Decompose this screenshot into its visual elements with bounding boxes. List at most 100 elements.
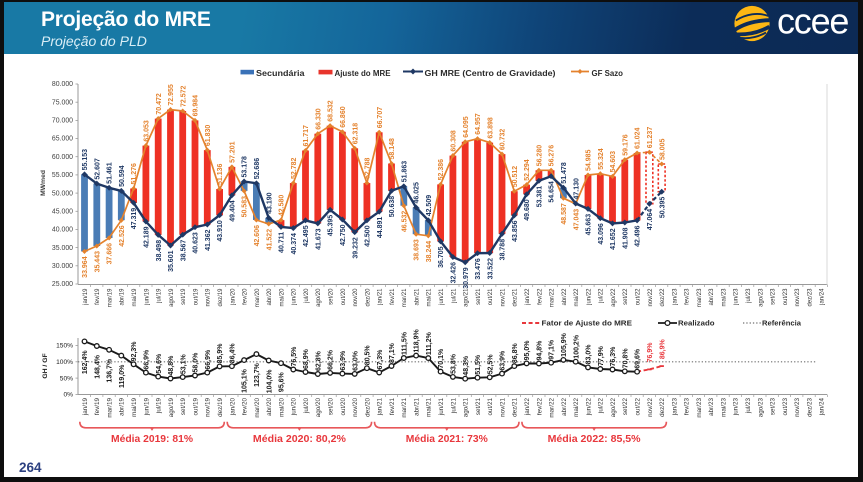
svg-text:fev/22: fev/22	[537, 288, 543, 305]
svg-text:80.000: 80.000	[52, 81, 73, 88]
svg-text:41.673: 41.673	[315, 228, 322, 250]
svg-text:set/22: set/22	[623, 288, 629, 305]
svg-text:66.860: 66.860	[340, 106, 347, 128]
svg-text:jul/23: jul/23	[745, 398, 752, 415]
svg-text:fev/23: fev/23	[684, 398, 691, 416]
svg-text:62,8%: 62,8%	[315, 350, 322, 371]
svg-text:38.498: 38.498	[156, 240, 163, 262]
svg-text:set/23: set/23	[770, 398, 777, 416]
svg-text:72.955: 72.955	[168, 84, 175, 106]
svg-text:32.426: 32.426	[451, 262, 458, 284]
svg-text:46.532: 46.532	[401, 211, 408, 233]
svg-text:118,9%: 118,9%	[414, 328, 421, 352]
svg-text:83,0%: 83,0%	[586, 344, 593, 365]
svg-text:61.830: 61.830	[205, 125, 212, 147]
svg-text:ccee: ccee	[777, 2, 848, 42]
svg-text:76,3%: 76,3%	[610, 346, 617, 367]
svg-text:55.000: 55.000	[52, 172, 73, 179]
svg-text:119,0%: 119,0%	[119, 364, 126, 388]
svg-text:75.000: 75.000	[52, 99, 73, 106]
svg-text:jul/20: jul/20	[304, 288, 310, 304]
svg-text:162,4%: 162,4%	[82, 350, 89, 375]
svg-text:51.461: 51.461	[107, 162, 114, 184]
svg-text:jun/20: jun/20	[291, 398, 298, 417]
svg-text:70.000: 70.000	[52, 118, 73, 125]
svg-text:54.603: 54.603	[610, 151, 617, 173]
svg-text:69,6%: 69,6%	[635, 348, 642, 369]
svg-text:out/19: out/19	[193, 288, 199, 305]
svg-text:47.043: 47.043	[573, 209, 580, 231]
svg-text:41.652: 41.652	[610, 228, 617, 250]
svg-text:set/20: set/20	[329, 288, 335, 305]
svg-text:fev/21: fev/21	[390, 288, 396, 305]
svg-text:jul/22: jul/22	[598, 398, 605, 415]
svg-text:86,8%: 86,8%	[512, 342, 519, 363]
svg-text:jun/20: jun/20	[292, 288, 298, 306]
svg-text:GH / GF: GH / GF	[42, 353, 49, 378]
svg-text:51,5%: 51,5%	[475, 354, 482, 375]
svg-text:jan/20: jan/20	[229, 398, 236, 417]
svg-text:out/21: out/21	[488, 288, 494, 305]
svg-text:105,9%: 105,9%	[561, 332, 568, 357]
svg-text:abr/21: abr/21	[415, 288, 421, 306]
svg-text:97,1%: 97,1%	[549, 339, 556, 360]
svg-text:64.957: 64.957	[475, 113, 482, 135]
svg-text:47.319: 47.319	[131, 208, 138, 230]
svg-text:dez/20: dez/20	[365, 288, 371, 307]
svg-text:fev/19: fev/19	[95, 288, 101, 305]
svg-text:63,9%: 63,9%	[340, 350, 347, 371]
svg-text:abr/20: abr/20	[267, 288, 273, 306]
svg-text:53.178: 53.178	[242, 156, 249, 178]
svg-text:Média 2021: 73%: Média 2021: 73%	[406, 434, 488, 445]
svg-text:58.148: 58.148	[389, 138, 396, 160]
svg-text:mar/22: mar/22	[550, 288, 556, 307]
svg-text:50.395: 50.395	[659, 197, 666, 219]
svg-text:77,9%: 77,9%	[598, 345, 605, 366]
svg-text:nov/22: nov/22	[648, 288, 654, 307]
svg-text:jun/21: jun/21	[438, 398, 445, 417]
svg-text:out/22: out/22	[635, 398, 642, 416]
svg-text:36.705: 36.705	[438, 246, 445, 268]
svg-text:60.000: 60.000	[52, 154, 73, 161]
svg-text:111,5%: 111,5%	[401, 331, 408, 355]
svg-text:abr/19: abr/19	[120, 288, 126, 306]
svg-text:nov/23: nov/23	[794, 398, 801, 417]
svg-text:jan/19: jan/19	[82, 398, 89, 417]
svg-text:out/23: out/23	[782, 398, 789, 416]
svg-text:85,9%: 85,9%	[217, 343, 224, 364]
svg-text:111,2%: 111,2%	[426, 331, 433, 355]
svg-text:ago/23: ago/23	[757, 398, 764, 418]
svg-text:Ajuste do MRE: Ajuste do MRE	[335, 68, 391, 78]
svg-text:25.000: 25.000	[52, 281, 73, 288]
svg-text:100%: 100%	[56, 359, 73, 366]
svg-text:63,9%: 63,9%	[500, 350, 507, 371]
svg-text:38.693: 38.693	[414, 239, 421, 261]
svg-text:jun/23: jun/23	[733, 398, 740, 417]
svg-text:105,1%: 105,1%	[242, 368, 249, 393]
svg-text:54,6%: 54,6%	[156, 353, 163, 374]
svg-text:mar/19: mar/19	[108, 288, 114, 307]
svg-text:dez/21: dez/21	[513, 288, 519, 307]
svg-text:nov/19: nov/19	[206, 288, 212, 307]
svg-text:mar/21: mar/21	[401, 398, 408, 418]
svg-text:mar/22: mar/22	[549, 398, 556, 418]
svg-text:58,0%: 58,0%	[193, 352, 200, 373]
svg-text:94,8%: 94,8%	[537, 340, 544, 361]
svg-text:out/22: out/22	[636, 288, 642, 305]
svg-text:jan/22: jan/22	[525, 288, 531, 306]
svg-text:ago/19: ago/19	[168, 398, 175, 418]
svg-text:67,3%: 67,3%	[377, 349, 384, 370]
svg-text:123,7%: 123,7%	[254, 362, 261, 387]
svg-text:set/19: set/19	[181, 288, 187, 305]
svg-text:ago/20: ago/20	[315, 398, 322, 418]
svg-text:59.176: 59.176	[622, 134, 629, 156]
svg-text:30.000: 30.000	[52, 263, 73, 270]
svg-text:jan/24: jan/24	[819, 398, 826, 417]
svg-text:70.472: 70.472	[156, 93, 163, 115]
svg-text:jan/22: jan/22	[524, 398, 531, 417]
svg-text:42.606: 42.606	[254, 225, 261, 247]
svg-text:out/20: out/20	[340, 398, 347, 416]
svg-text:76,9%: 76,9%	[647, 342, 654, 363]
svg-text:out/19: out/19	[192, 398, 199, 416]
svg-text:61.024: 61.024	[635, 127, 642, 149]
